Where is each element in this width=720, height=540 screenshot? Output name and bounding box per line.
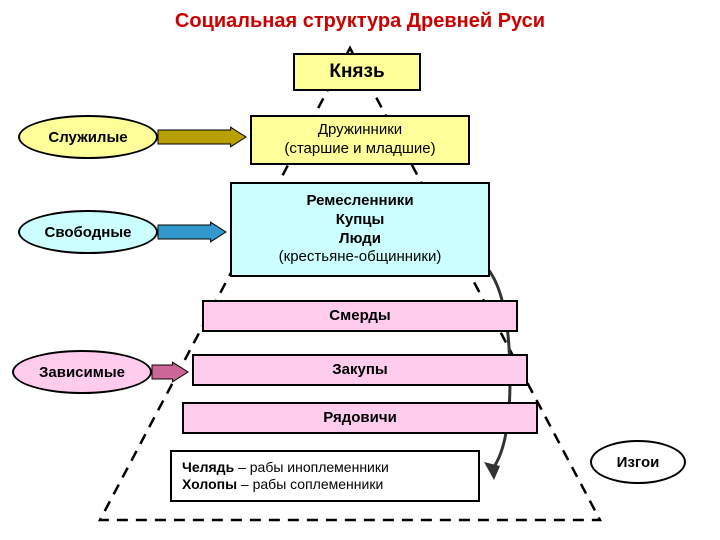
level-line: Смерды: [329, 307, 390, 326]
category-label: Свободные: [45, 224, 132, 241]
level-line: Рядовичи: [323, 409, 397, 428]
level-smerdy: Смерды: [202, 300, 518, 332]
level-line: (старшие и младшие): [284, 140, 435, 159]
level-line: Князь: [329, 60, 384, 84]
level-zakupy: Закупы: [192, 354, 528, 386]
level-line: Дружинники: [318, 121, 402, 140]
category-svobodnye: Свободные: [18, 210, 158, 254]
category-zavisimye: Зависимые: [12, 350, 152, 394]
category-label: Зависимые: [39, 364, 125, 381]
category-izgoi: Изгои: [590, 440, 686, 484]
category-label: Изгои: [617, 454, 660, 471]
level-ryadovichi: Рядовичи: [182, 402, 538, 434]
level-line: (крестьяне-общинники): [279, 248, 442, 267]
level-line: Купцы: [336, 211, 385, 230]
level-remeslenniki: РемесленникиКупцыЛюди(крестьяне-общинник…: [230, 182, 490, 277]
level-line: Ремесленники: [306, 192, 413, 211]
level-line: Челядь – рабы иноплеменники: [182, 459, 389, 477]
level-line: Холопы – рабы соплеменники: [182, 476, 383, 494]
category-label: Служилые: [48, 129, 127, 146]
level-line: Люди: [339, 230, 381, 249]
category-sluzhilye: Служилые: [18, 115, 158, 159]
level-line: Закупы: [332, 361, 387, 380]
level-druzhinniki: Дружинники(старшие и младшие): [250, 115, 470, 165]
level-chelyad: Челядь – рабы иноплеменникиХолопы – рабы…: [170, 450, 480, 502]
diagram-title: Социальная структура Древней Руси: [0, 10, 720, 33]
level-knyaz: Князь: [293, 53, 421, 91]
